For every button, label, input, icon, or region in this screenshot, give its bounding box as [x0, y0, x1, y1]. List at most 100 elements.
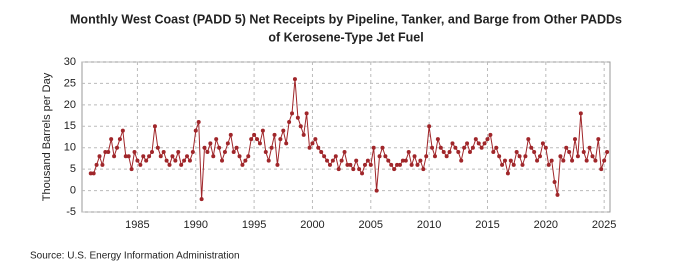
- data-point: [465, 141, 470, 146]
- data-point: [345, 162, 350, 167]
- data-point: [123, 154, 128, 159]
- data-point: [193, 128, 198, 133]
- data-point: [365, 158, 370, 163]
- data-point: [211, 154, 216, 159]
- data-point: [141, 154, 146, 159]
- data-point: [225, 141, 230, 146]
- data-point: [205, 150, 210, 154]
- y-tick-label: 10: [64, 142, 76, 154]
- data-point: [240, 162, 245, 167]
- data-point: [540, 141, 545, 146]
- data-point: [252, 132, 257, 137]
- data-point: [298, 124, 303, 129]
- data-point: [342, 150, 347, 154]
- data-point: [187, 158, 192, 163]
- data-point: [421, 167, 426, 172]
- data-point: [176, 150, 181, 154]
- data-point: [424, 154, 429, 159]
- data-point: [403, 158, 408, 163]
- data-point: [190, 150, 195, 154]
- data-point: [482, 141, 487, 146]
- data-point: [500, 162, 505, 167]
- data-point: [593, 158, 598, 163]
- data-point: [397, 162, 402, 167]
- data-point: [117, 137, 122, 142]
- data-point: [170, 154, 175, 159]
- data-point: [575, 154, 580, 159]
- y-tick-label: 30: [64, 56, 76, 68]
- data-point: [549, 158, 554, 163]
- data-point: [260, 128, 265, 133]
- data-point: [351, 167, 356, 172]
- data-point: [374, 188, 379, 193]
- data-point: [427, 124, 432, 129]
- data-point: [126, 154, 131, 159]
- data-point: [322, 154, 327, 159]
- data-point: [301, 132, 306, 137]
- data-point: [587, 145, 592, 150]
- data-point: [281, 128, 286, 133]
- data-point: [581, 150, 586, 154]
- data-point: [380, 145, 385, 150]
- data-point: [304, 111, 309, 116]
- data-point: [94, 162, 99, 167]
- data-point: [502, 158, 507, 163]
- y-axis-label: Thousand Barrels per Day: [41, 72, 53, 201]
- data-point: [596, 137, 601, 142]
- data-point: [590, 154, 595, 159]
- data-point: [570, 158, 575, 163]
- data-point: [100, 162, 105, 167]
- y-tick-label: 15: [64, 120, 76, 132]
- data-point: [479, 145, 484, 150]
- data-point: [269, 145, 274, 150]
- data-point: [377, 154, 382, 159]
- data-point: [558, 154, 563, 159]
- data-point: [529, 145, 534, 150]
- data-point: [412, 154, 417, 159]
- x-tick-label: 1995: [242, 219, 266, 231]
- data-point: [263, 150, 268, 154]
- data-point: [371, 145, 376, 150]
- y-tick-label: 5: [70, 163, 76, 175]
- data-point: [313, 137, 318, 142]
- data-point: [400, 158, 405, 163]
- data-point: [348, 162, 353, 167]
- y-tick-label: 25: [64, 77, 76, 89]
- data-point: [255, 137, 260, 142]
- data-point: [246, 154, 251, 159]
- data-point: [327, 162, 332, 167]
- data-point: [249, 137, 254, 142]
- data-point: [386, 158, 391, 163]
- data-point: [173, 158, 178, 163]
- data-point: [564, 145, 569, 150]
- data-point: [514, 150, 519, 154]
- data-point: [488, 132, 493, 137]
- x-tick-label: 2005: [359, 219, 383, 231]
- data-point: [491, 150, 496, 154]
- data-point: [202, 145, 207, 150]
- data-point: [476, 141, 481, 146]
- data-point: [292, 77, 297, 82]
- data-point: [467, 150, 472, 154]
- data-point: [275, 162, 280, 167]
- data-point: [147, 154, 152, 159]
- data-point: [220, 158, 225, 163]
- data-point: [392, 167, 397, 172]
- data-point: [555, 192, 560, 197]
- data-point: [584, 158, 589, 163]
- data-point: [462, 145, 467, 150]
- data-point: [552, 180, 557, 184]
- data-point: [132, 150, 137, 154]
- data-point: [158, 154, 163, 159]
- data-point: [310, 141, 315, 146]
- data-point: [456, 150, 461, 154]
- data-point: [572, 137, 577, 142]
- chart-subtitle: of Kerosene-Type Jet Fuel: [268, 30, 423, 44]
- data-point: [389, 162, 394, 167]
- x-tick-label: 2025: [592, 219, 616, 231]
- x-tick-label: 2010: [417, 219, 441, 231]
- data-point: [208, 141, 213, 146]
- data-point: [109, 137, 114, 142]
- data-point: [453, 145, 458, 150]
- data-point: [135, 158, 140, 163]
